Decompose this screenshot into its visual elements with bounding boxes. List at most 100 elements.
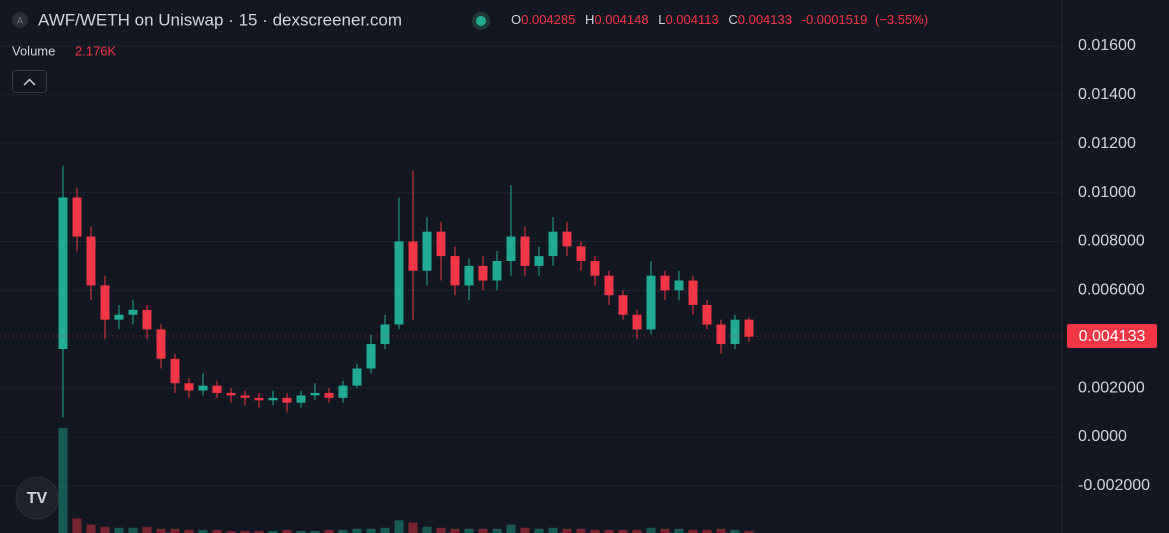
volume-value: 2.176K xyxy=(75,43,117,58)
candle-body xyxy=(464,265,474,286)
candle-body xyxy=(324,392,334,398)
volume-bar xyxy=(464,528,474,533)
candle-body xyxy=(296,395,306,403)
candle-body xyxy=(548,231,558,257)
volume-bar xyxy=(142,526,152,533)
y-tick-label: 0.006000 xyxy=(1078,282,1145,299)
candle-body xyxy=(86,236,96,286)
volume-bar xyxy=(366,528,376,533)
candle-body xyxy=(436,231,446,257)
volume-bar xyxy=(450,528,460,533)
candle-body xyxy=(58,197,68,349)
candle-body xyxy=(576,246,586,262)
tv-logo[interactable] xyxy=(15,476,59,520)
volume-bar xyxy=(268,530,278,533)
volume-bar xyxy=(156,528,166,533)
candle-body xyxy=(702,304,712,325)
volume-bar xyxy=(198,529,208,533)
candle-body xyxy=(744,319,754,337)
collapse-button[interactable] xyxy=(12,70,47,93)
token-icon-letter: A xyxy=(17,15,23,25)
volume-bar xyxy=(632,529,642,533)
candle-body xyxy=(170,358,180,384)
candle-body xyxy=(408,241,418,271)
candle-body xyxy=(478,265,488,281)
volume-bar xyxy=(618,529,628,533)
high-value: 0.004148 xyxy=(594,12,648,27)
volume-bar xyxy=(702,529,712,533)
close-value: 0.004133 xyxy=(738,12,792,27)
candle-body xyxy=(226,392,236,396)
volume-bar xyxy=(520,527,530,533)
volume-bar xyxy=(86,524,96,533)
price-axis: 0.01600 0.01400 0.01200 0.01000 0.008000 0.00… xyxy=(1078,37,1150,494)
high-label: H xyxy=(585,12,594,27)
volume-bar xyxy=(590,529,600,533)
volume-bar xyxy=(548,527,558,533)
candle-body xyxy=(380,324,390,345)
last-price-tag: 0.004133 xyxy=(0,323,1157,348)
candle-body xyxy=(128,309,138,315)
candle-body xyxy=(422,231,432,271)
volume-bar xyxy=(282,529,292,533)
volume-bar xyxy=(212,529,222,533)
candle-body xyxy=(450,256,460,286)
y-tick-label: 0.01200 xyxy=(1078,135,1136,152)
token-icon xyxy=(12,12,28,28)
volume-bar xyxy=(422,526,432,533)
volume-bar xyxy=(58,428,68,533)
volume-bar xyxy=(394,520,404,533)
volume-bar xyxy=(296,530,306,533)
chart-title: AWF/WETH on Uniswap · 15 · dexscreener.c… xyxy=(38,10,402,29)
volume-label: Volume xyxy=(12,43,55,58)
volume-bar xyxy=(562,528,572,533)
candle-body xyxy=(492,261,502,281)
volume-bar xyxy=(716,528,726,533)
y-tick-label: 0.002000 xyxy=(1078,379,1145,396)
y-tick-label: 0.01000 xyxy=(1078,184,1136,201)
candle-body xyxy=(730,319,740,345)
volume-bars xyxy=(58,428,754,533)
candle-body xyxy=(618,295,628,315)
volume-bar xyxy=(744,530,754,533)
volume-bar xyxy=(338,529,348,533)
low-value: 0.004113 xyxy=(665,12,718,27)
volume-bar xyxy=(534,528,544,533)
candle-body xyxy=(114,314,124,320)
candle-body xyxy=(520,236,530,266)
candle-body xyxy=(72,197,82,237)
y-tick-label: 0.01600 xyxy=(1078,37,1136,54)
volume-bar xyxy=(128,527,138,533)
status-dot xyxy=(476,16,486,26)
low-label: L xyxy=(658,12,665,27)
volume-bar xyxy=(506,524,516,533)
ohlc-legend: O0.004285 H0.004148 L0.004113 C0.004133 … xyxy=(511,12,928,27)
volume-bar xyxy=(240,530,250,533)
candle-body xyxy=(100,285,110,320)
volume-bar xyxy=(114,527,124,533)
volume-bar xyxy=(478,528,488,533)
candle-body xyxy=(142,309,152,330)
volume-bar xyxy=(352,528,362,533)
open-value: 0.004285 xyxy=(521,12,575,27)
volume-bar xyxy=(660,528,670,533)
last-price-label: 0.004133 xyxy=(1079,328,1146,345)
candle-body xyxy=(632,314,642,330)
candle-body xyxy=(646,275,656,330)
collapse-icon xyxy=(23,78,36,86)
volume-bar xyxy=(184,529,194,533)
volume-bar xyxy=(100,526,110,533)
candle-body xyxy=(394,241,404,325)
volume-bar xyxy=(646,527,656,533)
volume-bar xyxy=(436,527,446,533)
candle-body xyxy=(338,385,348,398)
tv-logo-mark: TV xyxy=(27,490,48,507)
volume-bar xyxy=(226,530,236,533)
volume-bar xyxy=(254,530,264,533)
change-value: -0.0001519 xyxy=(802,12,868,27)
volume-bar xyxy=(408,522,418,533)
candle-body xyxy=(562,231,572,247)
volume-bar xyxy=(72,518,82,533)
